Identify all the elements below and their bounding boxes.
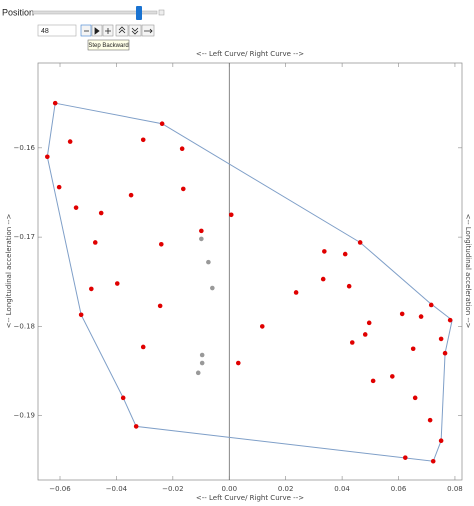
point xyxy=(206,259,211,265)
point xyxy=(179,146,185,152)
y-axis-title: <-- Longitudinal acceleration --> xyxy=(5,213,13,328)
point xyxy=(346,283,352,289)
point xyxy=(140,344,146,350)
point xyxy=(98,210,104,216)
x-tick-label: 0.06 xyxy=(391,485,407,493)
point xyxy=(67,139,73,144)
y-tick-label: −0.19 xyxy=(14,412,35,420)
point xyxy=(366,320,372,326)
point xyxy=(438,336,444,342)
point xyxy=(349,340,355,345)
x-tick-label: 0.02 xyxy=(278,485,294,493)
input-value: 48 xyxy=(41,28,49,35)
point xyxy=(418,314,424,319)
control-label: Position xyxy=(2,7,34,17)
x-axis-title-top: <-- Left Curve/ Right Curve --> xyxy=(196,50,304,58)
button-icons xyxy=(84,26,153,35)
y-tick-label: −0.18 xyxy=(14,322,35,330)
x-tick-label: 0.04 xyxy=(334,485,350,493)
point xyxy=(180,186,186,192)
point xyxy=(259,324,265,329)
tooltip xyxy=(87,39,130,51)
slider-track[interactable] xyxy=(32,10,158,15)
icon xyxy=(118,26,126,34)
point xyxy=(427,417,433,423)
x-tick-label: 0.08 xyxy=(447,485,463,493)
button-bar xyxy=(80,24,155,37)
point xyxy=(430,458,436,464)
point xyxy=(120,395,126,401)
point xyxy=(210,285,215,291)
point xyxy=(362,332,368,337)
x-tick-label: −0.04 xyxy=(106,485,128,493)
point xyxy=(56,184,62,190)
point xyxy=(89,286,94,292)
point xyxy=(410,346,416,352)
point xyxy=(52,100,58,106)
step-backward-button[interactable] xyxy=(80,24,92,37)
tooltip-text: Step Backward xyxy=(88,43,128,49)
point xyxy=(293,290,299,295)
icon xyxy=(105,28,111,34)
x-tick-label: −0.06 xyxy=(49,485,71,493)
point xyxy=(402,455,408,460)
hull-outline xyxy=(46,102,453,462)
point xyxy=(45,154,50,160)
slider-thumb[interactable] xyxy=(136,6,142,20)
point xyxy=(412,395,418,401)
input-field[interactable] xyxy=(37,24,77,37)
icon xyxy=(144,28,153,34)
plot-frame xyxy=(37,62,463,481)
point xyxy=(199,228,204,234)
direction-button[interactable] xyxy=(141,24,155,37)
point xyxy=(133,424,139,429)
x-tick-label: −0.02 xyxy=(162,485,183,493)
point xyxy=(428,302,434,308)
point xyxy=(157,303,163,309)
point xyxy=(195,370,201,376)
y-tick-label: −0.16 xyxy=(14,144,36,152)
point xyxy=(73,205,79,210)
point xyxy=(442,350,448,356)
icon xyxy=(131,27,139,35)
y-tick-label: −0.17 xyxy=(14,233,35,241)
y-axis-title-right: <-- Longitudinal acceleration --> xyxy=(464,214,472,329)
point xyxy=(128,192,134,198)
point xyxy=(322,249,327,254)
x-tick-label: 0.00 xyxy=(221,485,237,493)
point xyxy=(357,240,363,245)
point xyxy=(158,241,164,247)
point xyxy=(399,311,405,317)
point xyxy=(199,236,204,242)
icon xyxy=(94,27,100,35)
point xyxy=(438,438,444,444)
point xyxy=(447,317,453,323)
point xyxy=(199,352,205,358)
point xyxy=(390,374,395,379)
point xyxy=(228,212,234,218)
point xyxy=(342,251,348,257)
point xyxy=(370,378,376,384)
point xyxy=(159,121,165,127)
point xyxy=(92,240,98,245)
point xyxy=(78,312,84,318)
point xyxy=(235,360,241,366)
point xyxy=(199,360,205,366)
point xyxy=(114,281,120,286)
point xyxy=(140,137,146,143)
expand-button[interactable] xyxy=(158,9,165,16)
x-axis-title: <-- Left Curve/ Right Curve --> xyxy=(196,494,304,502)
point xyxy=(320,276,326,282)
